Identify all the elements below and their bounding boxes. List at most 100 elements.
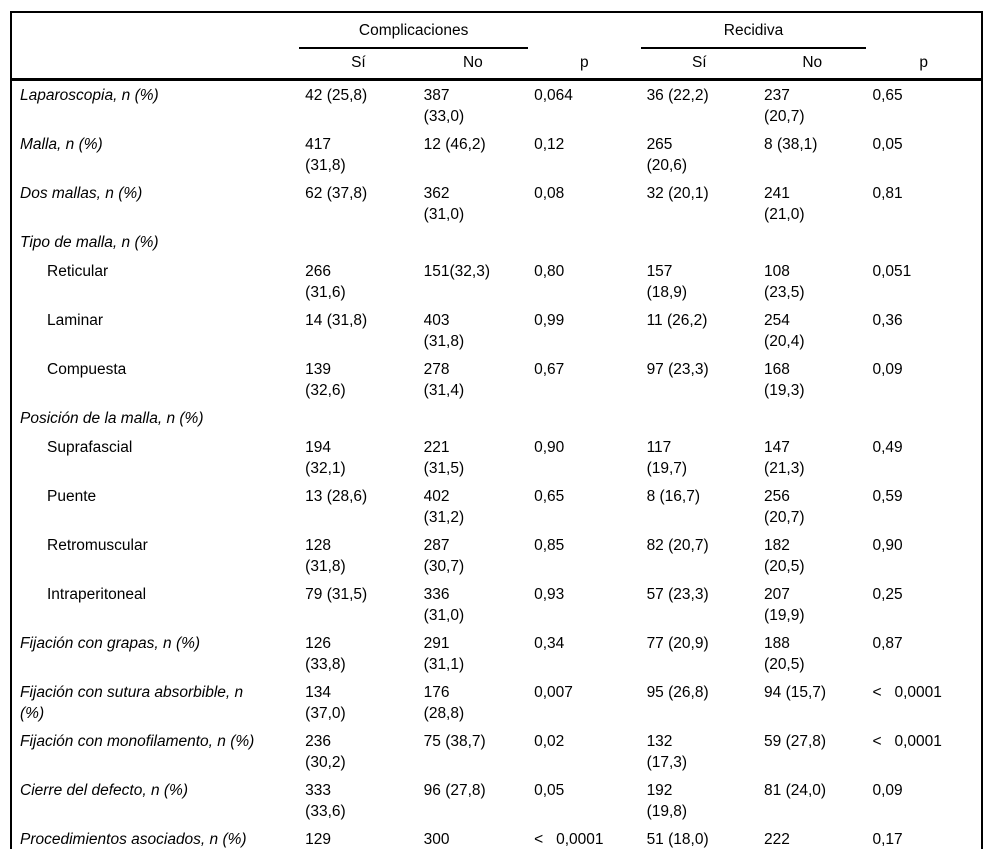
data-cell: 79 (31,5) — [305, 586, 368, 603]
data-cell: 287 (30,7) — [423, 537, 465, 575]
data-cell: 62 (37,8) — [305, 185, 368, 202]
data-cell — [758, 228, 866, 257]
row-label: Reticular — [47, 263, 109, 280]
data-cell: 32 (20,1) — [646, 185, 709, 202]
row-label: Fijación con grapas, n (%) — [20, 635, 201, 652]
data-cell — [866, 228, 981, 257]
data-cell: 108 (23,5) — [764, 263, 805, 301]
group-header-complicaciones: Complicaciones — [299, 13, 529, 49]
data-cell: 134 (37,0) — [305, 684, 346, 722]
data-cell: 417 (31,8) — [305, 136, 346, 174]
data-cell — [641, 228, 758, 257]
row-label: Fijación con monofilamento, n (%) — [20, 733, 255, 750]
row-label: Retromuscular — [47, 537, 148, 554]
col-header-complicaciones-si: Sí — [299, 48, 418, 81]
data-cell: 362 (31,0) — [423, 185, 465, 223]
table-body: Laparoscopia, n (%) 42 (25,8) 387 (33,0) 0,… — [12, 80, 981, 849]
data-cell: 59 (27,8) — [764, 733, 827, 750]
data-cell: 0,17 — [872, 831, 903, 848]
table-row: Laminar 14 (31,8) 403 (31,8) 0,99 11 (26,2) 2… — [12, 306, 981, 355]
row-label: Malla, n (%) — [20, 136, 103, 153]
row-label-header — [12, 48, 300, 81]
data-cell: < 0,0001 — [872, 684, 942, 701]
table-row: Reticular 266 (31,6) 151(32,3) 0,80 157 (18,… — [12, 257, 981, 306]
data-cell: 236 (30,2) — [305, 733, 346, 771]
data-cell: 0,02 — [534, 733, 565, 750]
data-cell: < 0,0001 — [872, 733, 942, 750]
data-cell: 132 (17,3) — [646, 733, 688, 771]
row-label: Cierre del defecto, n (%) — [20, 782, 188, 799]
data-cell: 291 (31,1) — [423, 635, 465, 673]
data-cell: 42 (25,8) — [305, 87, 368, 104]
table-row: Retromuscular 128 (31,8) 287 (30,7) 0,85 82 … — [12, 531, 981, 580]
table-header: Complicaciones Recidiva Sí No p Sí No p — [12, 13, 981, 81]
group-header-row: Complicaciones Recidiva — [12, 13, 981, 49]
data-cell: 266 (31,6) — [305, 263, 346, 301]
data-cell: 0,25 — [872, 586, 903, 603]
table-row: Compuesta 139 (32,6) 278 (31,4) 0,67 97 (23,… — [12, 355, 981, 404]
table-row: Dos mallas, n (%) 62 (37,8) 362 (31,0) 0,08… — [12, 179, 981, 228]
table-row: Fijación con monofilamento, n (%) 236 (30… — [12, 727, 981, 776]
spacer-cell — [866, 13, 981, 48]
row-label: Posición de la malla, n (%) — [20, 410, 204, 427]
data-cell: 402 (31,2) — [423, 488, 465, 526]
data-cell: 278 (31,4) — [423, 361, 465, 399]
data-cell: 194 (32,1) — [305, 439, 346, 477]
table-row: Laparoscopia, n (%) 42 (25,8) 387 (33,0) 0,… — [12, 80, 981, 131]
table-row: Puente 13 (28,6) 402 (31,2) 0,65 8 (16,7) 256… — [12, 482, 981, 531]
data-cell — [866, 404, 981, 433]
data-cell: 0,87 — [872, 635, 903, 652]
column-header-row: Sí No p Sí No p — [12, 48, 981, 81]
data-cell: 129 (42,2) — [305, 831, 332, 848]
row-label: Puente — [47, 488, 97, 505]
spacer-cell — [528, 13, 640, 48]
data-cell: 51 (18,0) — [646, 831, 709, 848]
data-cell: 188 (20,5) — [764, 635, 805, 673]
data-cell: 0,05 — [534, 782, 565, 799]
data-cell: 95 (26,8) — [646, 684, 709, 701]
data-cell: 0,85 — [534, 537, 565, 554]
data-cell: 82 (20,7) — [646, 537, 709, 554]
data-cell: 0,90 — [872, 537, 903, 554]
row-label: Procedimientos asociados, n (%) — [20, 831, 247, 848]
data-cell: 0,08 — [534, 185, 565, 202]
data-cell: 139 (32,6) — [305, 361, 346, 399]
data-cell: 0,051 — [872, 263, 912, 280]
row-label: Dos mallas, n (%) — [20, 185, 143, 202]
data-cell: 254 (20,4) — [764, 312, 805, 350]
data-cell: 221 (31,5) — [423, 439, 465, 477]
outcomes-table-frame: Complicaciones Recidiva Sí No p Sí No p … — [10, 11, 983, 849]
data-cell — [418, 404, 528, 433]
data-cell: 147 (21,3) — [764, 439, 805, 477]
table-row: Intraperitoneal 79 (31,5) 336 (31,0) 0,93 57… — [12, 580, 981, 629]
data-cell: 192 (19,8) — [646, 782, 688, 820]
data-cell: 0,09 — [872, 361, 903, 378]
data-cell: 333 (33,6) — [305, 782, 346, 820]
data-cell — [528, 404, 640, 433]
group-header-recidiva: Recidiva — [640, 13, 867, 49]
data-cell: 14 (31,8) — [305, 312, 368, 329]
col-header-recidiva-no: No — [758, 48, 867, 81]
data-cell: 97 (23,3) — [646, 361, 709, 378]
data-cell — [418, 228, 528, 257]
data-cell: 0,80 — [534, 263, 565, 280]
data-cell: 0,09 — [872, 782, 903, 799]
data-cell: 336 (31,0) — [423, 586, 465, 624]
data-cell: 96 (27,8) — [423, 782, 486, 799]
row-label: Laminar — [47, 312, 103, 329]
data-cell: 0,34 — [534, 635, 565, 652]
section-header-row: Tipo de malla, n (%) — [12, 228, 981, 257]
data-cell: 0,67 — [534, 361, 565, 378]
table-row: Malla, n (%) 417 (31,8) 12 (46,2) 0,12 265 (… — [12, 130, 981, 179]
data-cell: 36 (22,2) — [646, 87, 709, 104]
data-cell: 12 (46,2) — [423, 136, 486, 153]
corner-empty-cell — [12, 13, 299, 48]
col-header-complicaciones-no: No — [417, 48, 529, 81]
data-cell: 0,93 — [534, 586, 565, 603]
data-cell: 75 (38,7) — [423, 733, 486, 750]
data-cell: 0,65 — [534, 488, 565, 505]
data-cell: 300 (29,1) — [423, 831, 450, 848]
data-cell: 168 (19,3) — [764, 361, 805, 399]
col-header-recidiva-si: Sí — [640, 48, 759, 81]
data-cell: 126 (33,8) — [305, 635, 346, 673]
